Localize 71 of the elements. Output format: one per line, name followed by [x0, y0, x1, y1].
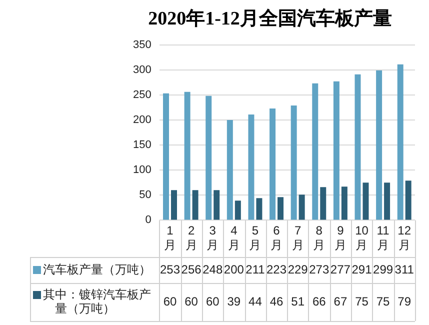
- data-label: 79: [398, 294, 412, 308]
- bar: [312, 83, 318, 220]
- data-label: 200: [224, 262, 244, 276]
- x-tick-label: 6月: [270, 224, 283, 252]
- data-label: 211: [246, 262, 266, 276]
- bar: [405, 180, 412, 220]
- x-tick-label: 12月: [398, 224, 412, 252]
- legend-label: 其中：镀锌汽车板产量（万吨）: [43, 287, 151, 316]
- y-tick-label: 150: [132, 139, 152, 152]
- chart-title: 2020年1-12月全国汽车板产量: [148, 7, 392, 30]
- bar: [384, 182, 390, 220]
- y-tick-label: 0: [145, 214, 152, 226]
- data-label: 311: [394, 262, 414, 276]
- data-label: 60: [163, 294, 177, 308]
- x-tick-label: 9月: [334, 224, 346, 252]
- x-tick-label: 1月: [164, 224, 176, 252]
- bar: [278, 197, 284, 220]
- x-tick-label: 2月: [185, 224, 198, 252]
- bar: [206, 96, 212, 220]
- data-label: 66: [312, 294, 326, 308]
- x-tick-label: 8月: [313, 224, 326, 252]
- bar: [234, 200, 241, 220]
- bar: [171, 190, 177, 220]
- bar: [226, 120, 233, 220]
- bar: [320, 187, 326, 220]
- data-label: 67: [334, 294, 348, 308]
- bar: [397, 64, 404, 220]
- bar: [290, 105, 297, 220]
- data-label: 46: [270, 294, 284, 308]
- data-label: 299: [373, 262, 394, 276]
- bar: [214, 190, 220, 220]
- bar: [192, 190, 198, 220]
- data-label: 253: [160, 262, 180, 276]
- data-label: 229: [288, 262, 308, 276]
- data-label: 248: [202, 262, 223, 276]
- x-tick-label: 5月: [249, 224, 262, 252]
- data-label: 39: [227, 294, 241, 308]
- bar: [270, 108, 276, 220]
- data-label: 60: [184, 294, 198, 308]
- bar: [248, 114, 254, 220]
- x-tick-label: 10月: [355, 224, 369, 252]
- bar: [341, 186, 348, 220]
- data-label: 60: [206, 294, 220, 308]
- data-label: 44: [248, 294, 262, 308]
- data-label: 75: [355, 294, 369, 308]
- x-tick-label: 7月: [292, 224, 304, 252]
- x-tick-label: 3月: [206, 224, 219, 252]
- y-tick-label: 350: [132, 38, 152, 51]
- data-label: 223: [266, 262, 287, 276]
- data-label: 75: [376, 294, 390, 308]
- x-tick-label: 4月: [228, 224, 240, 252]
- y-tick-label: 250: [132, 88, 152, 101]
- bar: [298, 194, 305, 220]
- bar: [362, 182, 369, 220]
- bar: [256, 198, 262, 220]
- data-label: 51: [291, 294, 305, 308]
- x-tick-label: 11月: [376, 224, 390, 252]
- bar: [163, 93, 170, 220]
- data-label: 277: [330, 262, 351, 276]
- y-tick-label: 50: [139, 189, 152, 202]
- data-label: 291: [352, 262, 372, 276]
- y-tick-label: 200: [132, 114, 152, 126]
- data-label: 256: [181, 262, 202, 276]
- legend-label: 汽车板产量（万吨）: [43, 262, 151, 276]
- bar: [354, 74, 361, 220]
- data-label: 273: [309, 262, 330, 276]
- bar: [333, 81, 340, 220]
- bar: [184, 92, 190, 220]
- bar: [376, 70, 382, 220]
- y-tick-label: 100: [132, 164, 152, 176]
- y-tick-label: 300: [132, 64, 152, 76]
